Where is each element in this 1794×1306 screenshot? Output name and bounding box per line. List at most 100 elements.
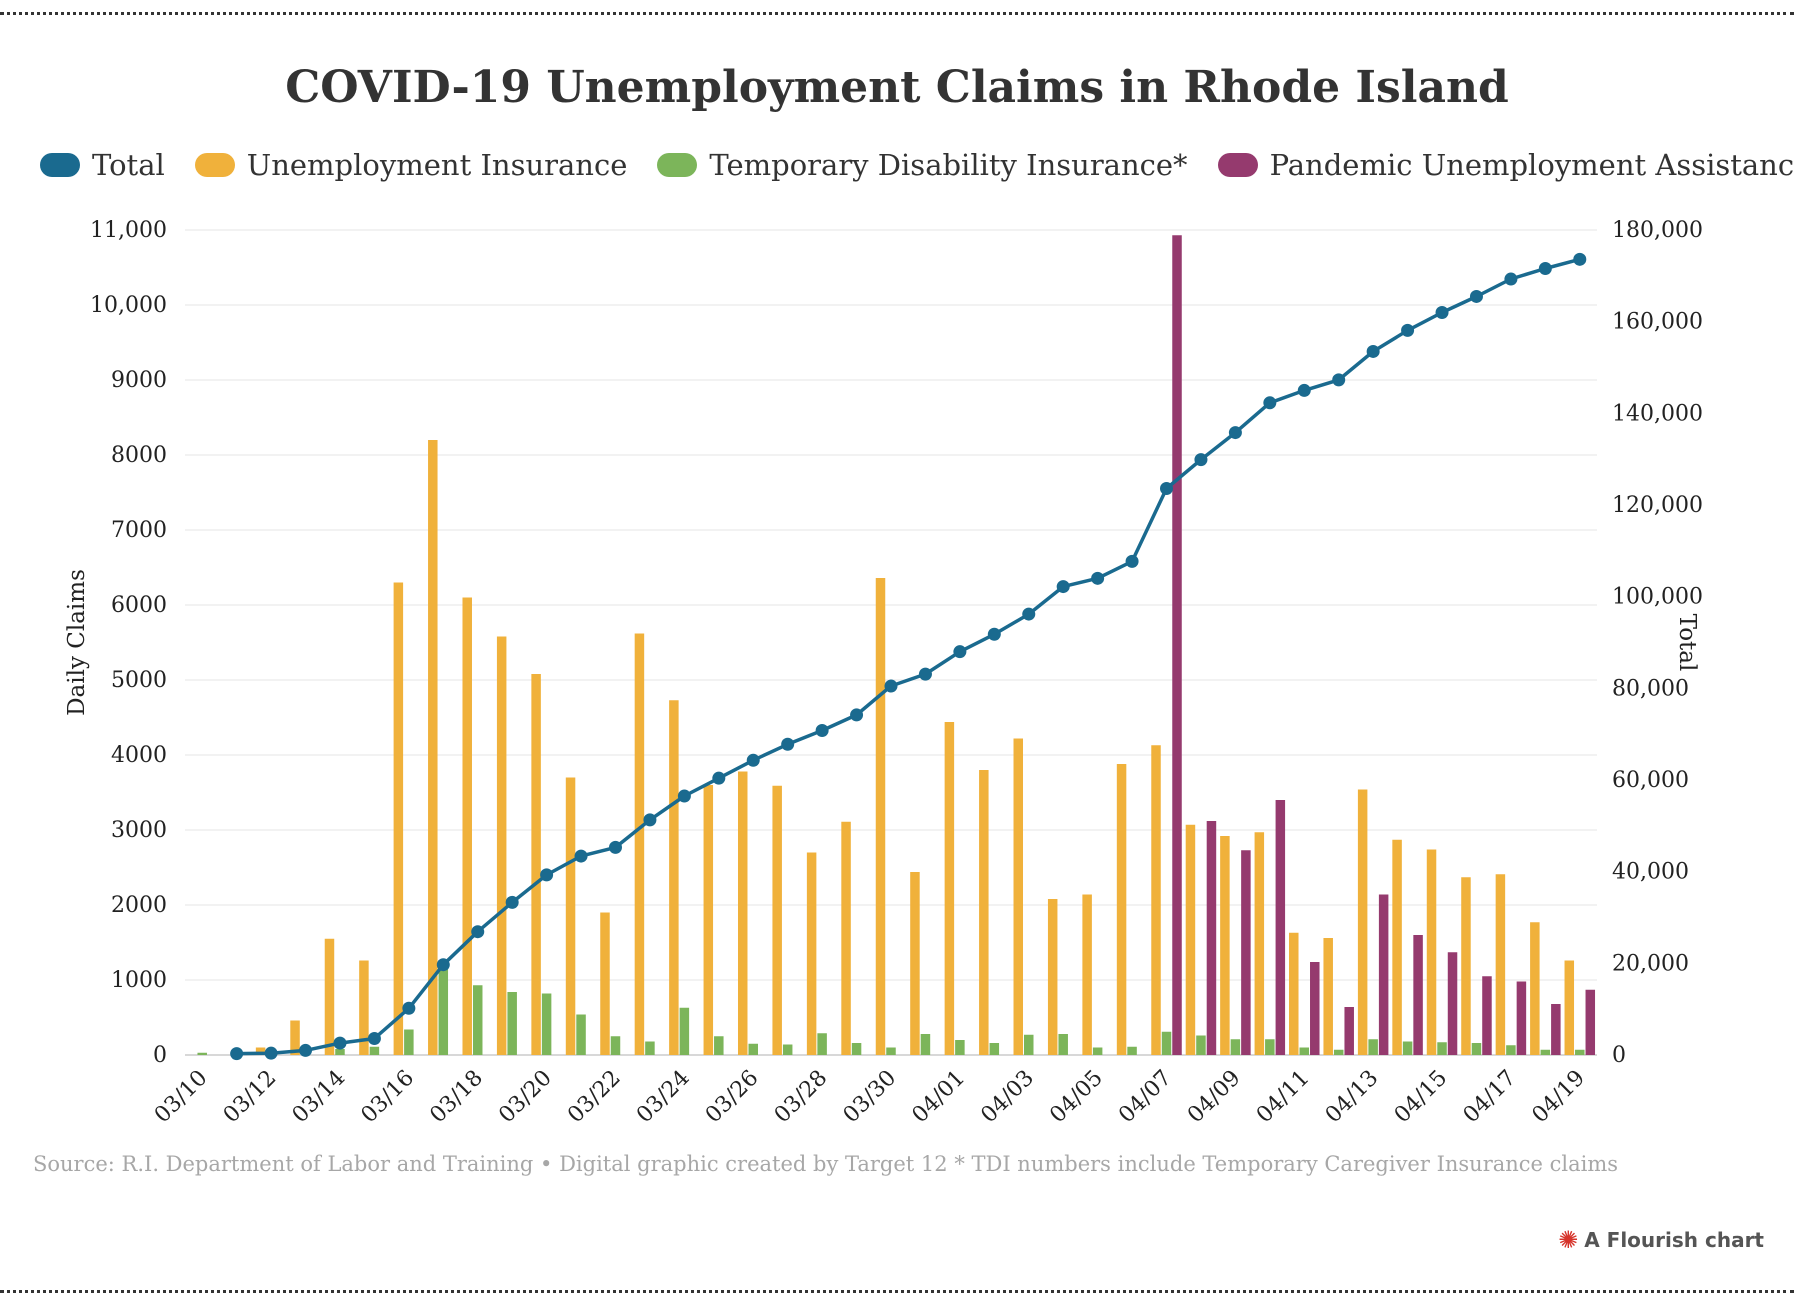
point-total xyxy=(574,849,588,863)
x-tick-label: 03/28 xyxy=(770,1066,833,1129)
point-total xyxy=(884,679,898,693)
bar-temporary-disability-insurance xyxy=(1437,1042,1447,1055)
y-tick-label: 5000 xyxy=(111,668,167,693)
x-tick-label: 04/09 xyxy=(1183,1066,1246,1129)
legend-item-total[interactable]: Total xyxy=(40,148,165,182)
y-tick-label: 9000 xyxy=(111,368,167,393)
flourish-logo-icon: ✺ xyxy=(1558,1226,1579,1254)
y2-tick-label: 100,000 xyxy=(1612,585,1703,610)
bar-temporary-disability-insurance xyxy=(1265,1039,1275,1055)
bar-temporary-disability-insurance xyxy=(1540,1049,1551,1055)
bar-temporary-disability-insurance xyxy=(541,993,552,1055)
bar-temporary-disability-insurance xyxy=(610,1036,621,1055)
flourish-credit[interactable]: ✺ A Flourish chart xyxy=(1558,1228,1764,1252)
bar-unemployment-insurance xyxy=(1392,839,1402,1055)
bar-unemployment-insurance xyxy=(1426,849,1437,1055)
bar-unemployment-insurance xyxy=(1357,789,1368,1055)
y2-tick-label: 140,000 xyxy=(1612,401,1703,426)
bar-unemployment-insurance xyxy=(1530,922,1540,1055)
bar-temporary-disability-insurance xyxy=(1471,1043,1482,1055)
bottom-dotted-rule xyxy=(0,1290,1794,1293)
point-total xyxy=(1125,554,1139,568)
bar-unemployment-insurance xyxy=(910,872,920,1055)
x-tick-label: 03/14 xyxy=(288,1066,351,1129)
point-total xyxy=(264,1046,278,1060)
bar-unemployment-insurance xyxy=(1220,836,1230,1055)
x-tick-label: 04/01 xyxy=(908,1066,971,1129)
bar-unemployment-insurance xyxy=(634,633,645,1055)
bar-pandemic-unemployment-assistance xyxy=(1551,1004,1561,1055)
bar-unemployment-insurance xyxy=(1254,832,1265,1055)
point-total xyxy=(815,724,829,737)
bar-unemployment-insurance xyxy=(1082,894,1092,1055)
legend-label-pandemic-unemployment-assistance: Pandemic Unemployment Assistance xyxy=(1269,148,1794,182)
bar-temporary-disability-insurance xyxy=(714,1036,724,1055)
y2-axis-title: Total xyxy=(1674,614,1700,672)
y-tick-label: 3000 xyxy=(111,818,167,843)
y2-tick-label: 160,000 xyxy=(1612,310,1703,335)
y-tick-label: 4000 xyxy=(111,743,167,768)
line-total xyxy=(236,257,1581,1056)
point-total xyxy=(1194,453,1208,467)
bar-unemployment-insurance xyxy=(703,785,714,1055)
point-total xyxy=(712,771,726,785)
point-total xyxy=(781,737,795,751)
bar-temporary-disability-insurance xyxy=(679,1007,690,1055)
x-tick-label: 03/24 xyxy=(632,1066,695,1129)
bar-unemployment-insurance xyxy=(496,636,507,1055)
bar-unemployment-insurance xyxy=(324,938,335,1055)
legend-item-pandemic-unemployment-assistance[interactable]: Pandemic Unemployment Assistance xyxy=(1217,148,1794,182)
y-tick-label: 6000 xyxy=(111,593,167,618)
legend-item-unemployment-insurance[interactable]: Unemployment Insurance xyxy=(194,148,627,182)
bar-unemployment-insurance xyxy=(462,597,472,1055)
point-total xyxy=(987,627,1001,641)
top-dotted-rule xyxy=(0,12,1794,15)
point-total xyxy=(1160,482,1174,495)
bar-pandemic-unemployment-assistance xyxy=(1447,952,1458,1055)
bar-pandemic-unemployment-assistance xyxy=(1344,1007,1354,1055)
point-total xyxy=(1056,580,1070,594)
x-tick-label: 03/10 xyxy=(150,1066,213,1129)
point-total xyxy=(505,895,519,909)
bar-pandemic-unemployment-assistance xyxy=(1310,962,1320,1055)
bar-unemployment-insurance xyxy=(841,821,851,1055)
bar-temporary-disability-insurance xyxy=(576,1014,586,1055)
bar-temporary-disability-insurance xyxy=(197,1052,207,1055)
x-tick-label: 04/07 xyxy=(1114,1066,1177,1129)
bar-temporary-disability-insurance xyxy=(989,1043,1000,1055)
bar-temporary-disability-insurance xyxy=(1402,1041,1413,1055)
bar-unemployment-insurance xyxy=(944,722,955,1055)
bar-unemployment-insurance xyxy=(772,785,782,1055)
bar-temporary-disability-insurance xyxy=(1058,1034,1068,1055)
y-tick-label: 7000 xyxy=(111,518,167,543)
bar-unemployment-insurance xyxy=(1323,938,1333,1055)
bar-pandemic-unemployment-assistance xyxy=(1585,989,1596,1055)
bar-pandemic-unemployment-assistance xyxy=(1516,981,1527,1055)
bar-temporary-disability-insurance xyxy=(1092,1047,1103,1055)
point-total xyxy=(1332,373,1346,387)
bar-pandemic-unemployment-assistance xyxy=(1172,235,1182,1055)
bar-unemployment-insurance xyxy=(428,440,438,1055)
bar-unemployment-insurance xyxy=(979,770,989,1055)
point-total xyxy=(608,840,622,854)
x-tick-label: 03/18 xyxy=(425,1066,488,1129)
bar-temporary-disability-insurance xyxy=(472,985,483,1055)
legend-swatch-pandemic-unemployment-assistance xyxy=(1217,153,1258,177)
x-tick-label: 04/17 xyxy=(1459,1066,1522,1129)
legend-label-temporary-disability-insurance: Temporary Disability Insurance* xyxy=(709,148,1188,182)
point-total xyxy=(1366,344,1380,358)
point-total xyxy=(1091,571,1105,585)
bar-temporary-disability-insurance xyxy=(1575,1049,1585,1055)
point-total xyxy=(1401,323,1415,337)
x-tick-label: 04/15 xyxy=(1390,1066,1453,1129)
bar-temporary-disability-insurance xyxy=(748,1043,758,1055)
x-tick-label: 03/16 xyxy=(357,1066,420,1129)
x-tick-label: 03/30 xyxy=(839,1066,902,1129)
point-total xyxy=(1538,262,1552,275)
legend-item-temporary-disability-insurance[interactable]: Temporary Disability Insurance* xyxy=(657,148,1188,182)
x-tick-label: 04/03 xyxy=(976,1066,1039,1129)
bar-temporary-disability-insurance xyxy=(920,1034,931,1055)
point-total xyxy=(643,813,657,827)
y2-tick-label: 80,000 xyxy=(1612,676,1689,701)
